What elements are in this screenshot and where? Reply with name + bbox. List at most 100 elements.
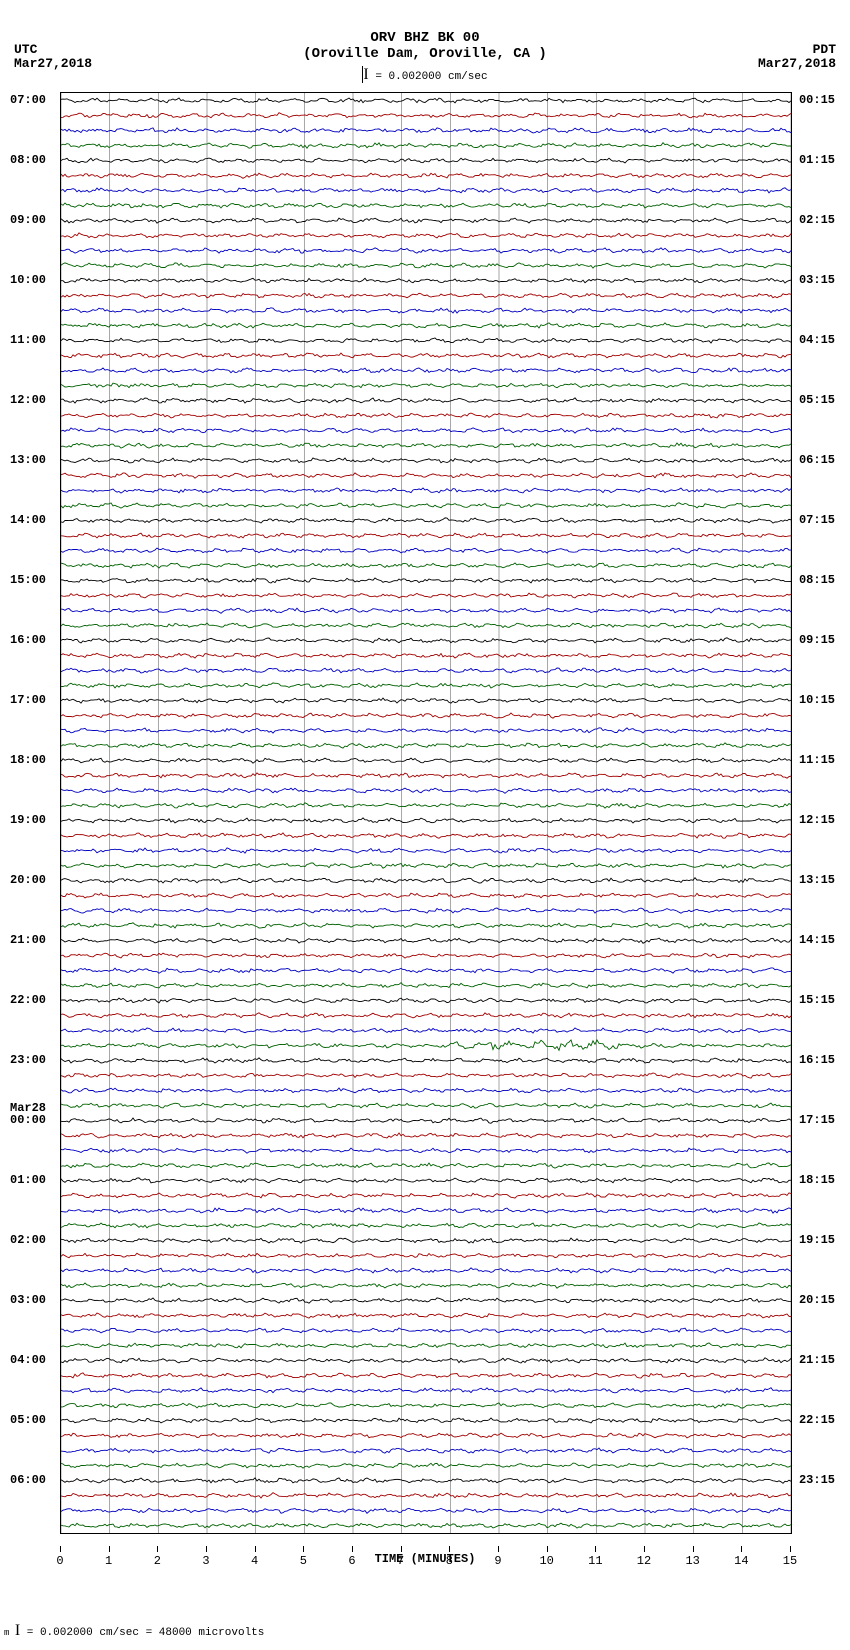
utc-time-label: 05:00 (10, 1413, 46, 1427)
utc-time-label: 07:00 (10, 93, 46, 107)
utc-time-label: 13:00 (10, 453, 46, 467)
seismic-trace (61, 728, 791, 733)
seismic-trace (61, 188, 791, 193)
utc-time-label: 23:00 (10, 1053, 46, 1067)
seismic-trace (61, 323, 791, 328)
seismic-trace (61, 1268, 791, 1273)
pdt-time-label: 19:15 (799, 1233, 835, 1247)
seismic-trace (61, 1208, 791, 1213)
seismic-trace (61, 698, 791, 703)
seismic-trace (61, 158, 791, 163)
seismic-trace (61, 1343, 791, 1348)
seismic-trace (61, 578, 791, 583)
x-tick-mark (60, 1546, 61, 1552)
utc-time-label: 00:00 (10, 1113, 46, 1127)
utc-time-label: 21:00 (10, 933, 46, 947)
x-tick-mark (352, 1546, 353, 1552)
pdt-time-label: 21:15 (799, 1353, 835, 1367)
x-tick-mark (449, 1546, 450, 1552)
seismic-trace (61, 518, 791, 523)
x-tick-label: 9 (494, 1554, 501, 1568)
seismic-trace (61, 938, 791, 943)
seismic-trace (61, 638, 791, 643)
seismic-trace (61, 1193, 791, 1198)
x-tick-mark (303, 1546, 304, 1552)
seismic-trace (61, 998, 791, 1003)
tz-right: PDT (813, 42, 836, 57)
seismic-trace (61, 113, 791, 118)
seismic-trace (61, 173, 791, 178)
seismic-trace (61, 428, 791, 433)
x-tick-mark (255, 1546, 256, 1552)
pdt-time-label: 18:15 (799, 1173, 835, 1187)
pdt-time-label: 11:15 (799, 753, 835, 767)
utc-time-label: 10:00 (10, 273, 46, 287)
utc-time-label: 20:00 (10, 873, 46, 887)
seismic-trace (61, 218, 791, 223)
seismic-trace (61, 308, 791, 313)
seismic-trace (61, 1103, 791, 1108)
seismic-trace (61, 743, 791, 748)
seismic-trace (61, 1088, 791, 1093)
x-tick-mark (741, 1546, 742, 1552)
x-tick-label: 2 (154, 1554, 161, 1568)
pdt-time-label: 22:15 (799, 1413, 835, 1427)
date-right: Mar27,2018 (758, 56, 836, 71)
chart-wrap: 07:0008:0009:0010:0011:0012:0013:0014:00… (60, 92, 790, 1534)
pdt-time-label: 15:15 (799, 993, 835, 1007)
seismic-trace (61, 1523, 791, 1528)
seismic-trace (61, 713, 791, 718)
seismic-trace (61, 1388, 791, 1393)
seismic-trace (61, 353, 791, 358)
seismic-trace (61, 1403, 791, 1408)
seismic-trace (61, 848, 791, 853)
x-tick-mark (157, 1546, 158, 1552)
x-tick-label: 12 (637, 1554, 651, 1568)
x-tick-mark (595, 1546, 596, 1552)
x-tick-mark (401, 1546, 402, 1552)
utc-time-label: 14:00 (10, 513, 46, 527)
x-tick-label: 10 (539, 1554, 553, 1568)
seismic-trace (61, 263, 791, 268)
utc-time-label: 12:00 (10, 393, 46, 407)
seismic-trace (61, 833, 791, 838)
utc-time-label: 03:00 (10, 1293, 46, 1307)
seismic-trace (61, 773, 791, 778)
seismic-trace (61, 533, 791, 538)
x-tick-label: 14 (734, 1554, 748, 1568)
utc-time-label: 09:00 (10, 213, 46, 227)
pdt-time-label: 14:15 (799, 933, 835, 947)
scale-indicator-top: I = 0.002000 cm/sec (0, 66, 850, 84)
seismic-trace (61, 653, 791, 658)
pdt-time-label: 23:15 (799, 1473, 835, 1487)
seismic-trace (61, 1478, 791, 1483)
seismic-trace (61, 803, 791, 808)
seismic-trace (61, 473, 791, 478)
utc-time-label: 11:00 (10, 333, 46, 347)
x-tick-label: 6 (348, 1554, 355, 1568)
x-tick-mark (547, 1546, 548, 1552)
seismic-trace (61, 608, 791, 613)
seismic-trace (61, 278, 791, 283)
pdt-time-label: 16:15 (799, 1053, 835, 1067)
seismic-trace (61, 1013, 791, 1018)
pdt-time-label: 03:15 (799, 273, 835, 287)
seismic-trace (61, 383, 791, 388)
pdt-time-label: 07:15 (799, 513, 835, 527)
tz-left: UTC (14, 42, 37, 57)
utc-time-label: 17:00 (10, 693, 46, 707)
pdt-time-label: 20:15 (799, 1293, 835, 1307)
x-tick-label: 7 (397, 1554, 404, 1568)
seismic-trace (61, 878, 791, 883)
date-left: Mar27,2018 (14, 56, 92, 71)
seismogram-container: UTC PDT Mar27,2018 Mar27,2018 ORV BHZ BK… (0, 0, 850, 1650)
x-tick-mark (206, 1546, 207, 1552)
utc-time-label: 19:00 (10, 813, 46, 827)
seismic-trace (61, 788, 791, 793)
seismic-trace (61, 398, 791, 403)
x-tick-mark (790, 1546, 791, 1552)
utc-time-label: 08:00 (10, 153, 46, 167)
x-tick-label: 11 (588, 1554, 602, 1568)
seismic-trace (61, 1040, 791, 1050)
seismic-trace (61, 233, 791, 238)
